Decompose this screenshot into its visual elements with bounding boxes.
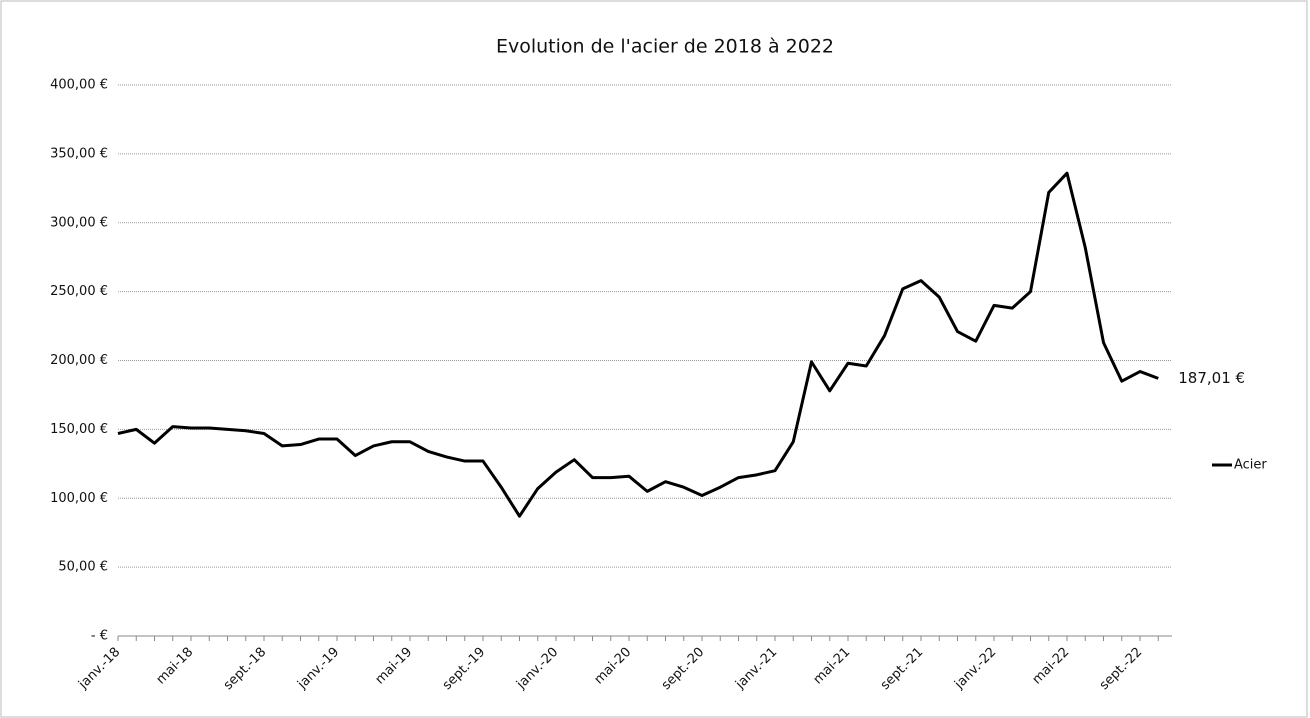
y-tick-label: 300,00 € bbox=[50, 215, 108, 230]
y-tick-label: 150,00 € bbox=[50, 422, 108, 437]
y-tick-label: 200,00 € bbox=[50, 353, 108, 368]
y-tick-label: 400,00 € bbox=[50, 78, 108, 93]
y-tick-label: - € bbox=[91, 629, 108, 644]
chart-title: Evolution de l'acier de 2018 à 2022 bbox=[496, 36, 834, 58]
legend-label: Acier bbox=[1234, 458, 1267, 473]
data-label: 187,01 € bbox=[1178, 369, 1245, 387]
y-tick-label: 250,00 € bbox=[50, 284, 108, 299]
line-series bbox=[117, 171, 1159, 518]
y-tick-label: 50,00 € bbox=[58, 560, 108, 575]
y-tick-label: 350,00 € bbox=[50, 146, 108, 161]
y-tick-label: 100,00 € bbox=[50, 491, 108, 506]
